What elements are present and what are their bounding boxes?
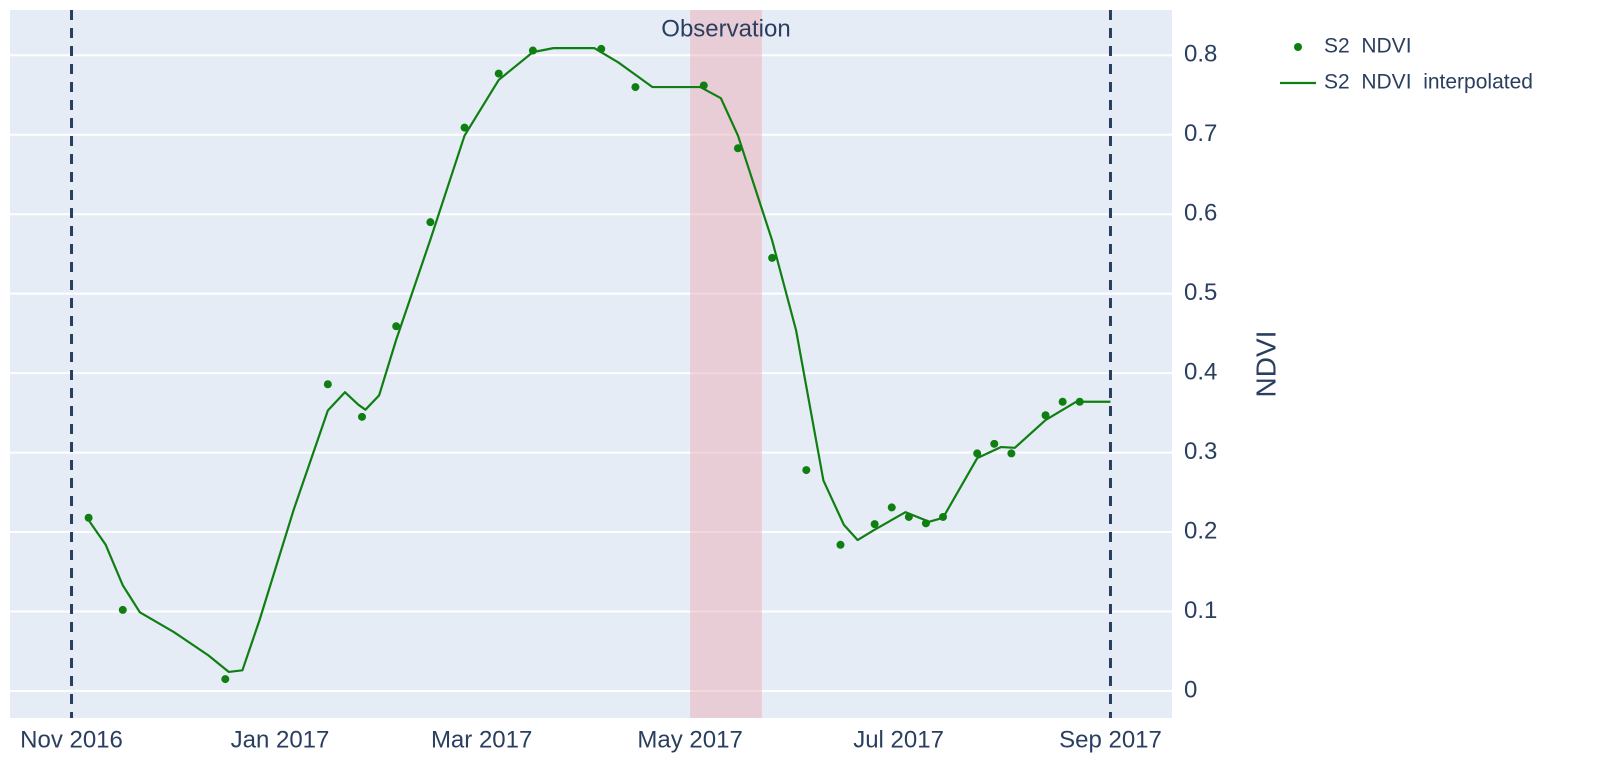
data-point (221, 675, 230, 684)
data-point (323, 380, 332, 389)
y-tick-label: 0.4 (1184, 358, 1217, 385)
data-point (1058, 397, 1067, 406)
data-point (836, 540, 845, 549)
legend-label: S2 NDVI interpolated (1324, 71, 1533, 94)
y-tick-label: 0.8 (1184, 41, 1217, 68)
data-point (990, 439, 999, 448)
data-point (84, 513, 93, 522)
y-tick-label: 0.1 (1184, 597, 1217, 624)
y-tick-label: 0.3 (1184, 438, 1217, 465)
data-point (631, 83, 640, 92)
y-axis-label: NDVI (1250, 331, 1281, 398)
data-point (118, 605, 127, 614)
data-point (494, 69, 503, 78)
x-tick-label: Mar 2017 (431, 726, 532, 753)
x-tick-label: May 2017 (637, 726, 742, 753)
data-point (973, 449, 982, 458)
data-point (887, 503, 896, 512)
x-tick-label: Sep 2017 (1059, 726, 1162, 753)
y-tick-label: 0 (1184, 676, 1197, 703)
legend-marker (1294, 43, 1302, 51)
data-point (733, 144, 742, 153)
data-point (1041, 411, 1050, 420)
data-point (426, 218, 435, 227)
y-tick-label: 0.5 (1184, 279, 1217, 306)
data-point (1007, 449, 1016, 458)
data-point (460, 123, 469, 132)
x-tick-label: Nov 2016 (20, 726, 123, 753)
data-point (870, 520, 879, 529)
y-tick-label: 0.2 (1184, 517, 1217, 544)
legend-label: S2 NDVI (1324, 35, 1412, 58)
data-point (802, 466, 811, 475)
data-line (87, 47, 1111, 674)
y-tick-label: 0.6 (1184, 200, 1217, 227)
highlight-region (690, 10, 762, 718)
data-point (768, 253, 777, 262)
x-tick-label: Jan 2017 (231, 726, 330, 753)
highlight-label: Observation (661, 15, 790, 42)
plot-background (10, 10, 1172, 718)
data-point (392, 322, 401, 331)
data-point (358, 412, 367, 421)
y-tick-label: 0.7 (1184, 120, 1217, 147)
x-tick-label: Jul 2017 (853, 726, 944, 753)
